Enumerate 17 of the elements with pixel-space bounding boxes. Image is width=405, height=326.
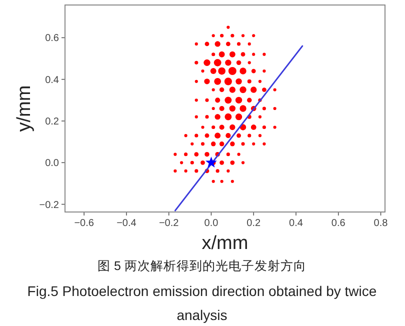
x-tick-label: −0.6 — [74, 218, 94, 229]
y-tick-label: 0.0 — [45, 158, 60, 170]
x-tick-label: 0.6 — [331, 218, 346, 229]
x-tick-label: −0.2 — [158, 218, 180, 229]
x-tick-label: 0.4 — [289, 218, 304, 229]
y-tick-label: 0.2 — [45, 116, 60, 128]
caption: 图 5 两次解析得到的光电子发射方向 — [98, 258, 306, 273]
x-tick-label: 0.2 — [246, 218, 261, 229]
x-tick-label: 0.0 — [204, 218, 219, 229]
x-tick-label: −0.4 — [116, 218, 137, 229]
x-axis-title: x/mm — [202, 233, 248, 254]
x-tick-label: 0.8 — [374, 218, 388, 229]
y-tick-label: 0.4 — [45, 74, 60, 86]
y-tick-label: −0.2 — [39, 200, 60, 211]
y-axis-title: y/mm — [14, 85, 35, 132]
caption: Fig.5 Photoelectron emission direction obtained by twice analysis — [27, 283, 377, 323]
y-tick-label: 0.6 — [45, 33, 60, 44]
